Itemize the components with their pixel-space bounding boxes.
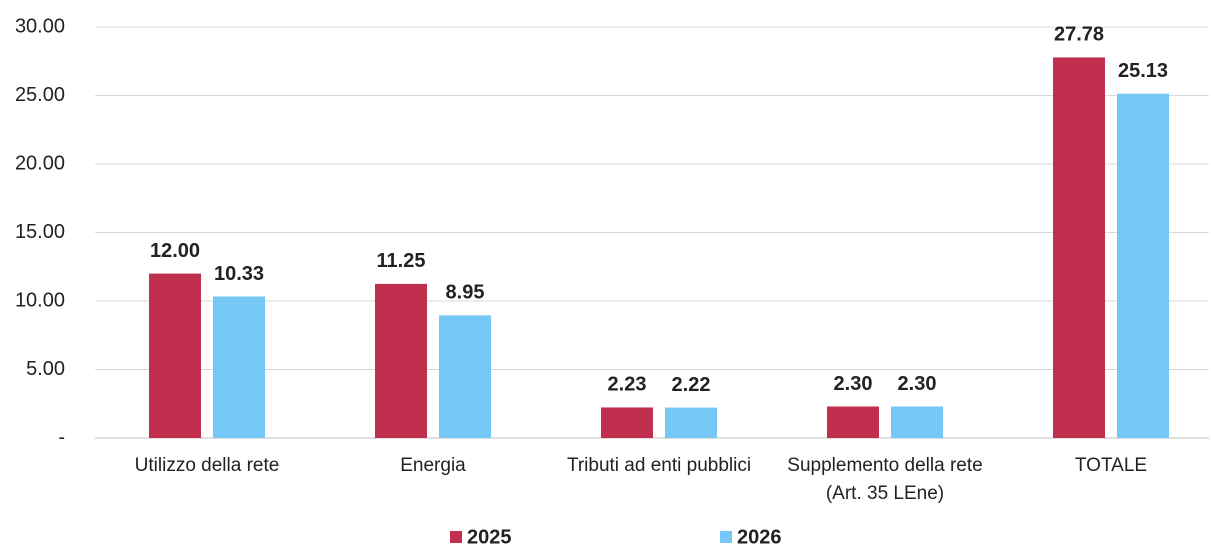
x-tick-label: TOTALE [1074, 455, 1148, 476]
bar [375, 283, 427, 438]
bar [149, 273, 201, 438]
x-tick-label: Utilizzo della rete [134, 455, 280, 476]
value-label: 25.13 [1118, 60, 1168, 82]
legend-swatch [720, 531, 732, 543]
value-label: 12.00 [150, 240, 200, 262]
y-tick-label: 25.00 [15, 84, 65, 106]
value-label: 2.30 [834, 373, 873, 395]
value-label: 2.30 [898, 373, 937, 395]
bar [665, 407, 717, 438]
value-label: 2.23 [608, 374, 647, 396]
legend-label: 2026 [737, 526, 782, 546]
bar [827, 406, 879, 438]
value-label: 10.33 [214, 263, 264, 285]
value-label: 2.22 [672, 374, 711, 396]
bar [891, 406, 943, 438]
y-tick-label: - [58, 426, 65, 448]
legend-label: 2025 [467, 526, 512, 546]
value-label: 27.78 [1054, 24, 1104, 46]
x-tick-label: Energia [400, 455, 466, 476]
legend-swatch [450, 531, 462, 543]
x-tick-label: Tributi ad enti pubblici [566, 455, 752, 476]
value-label: 8.95 [446, 282, 485, 304]
bar [1053, 57, 1105, 438]
bar [439, 315, 491, 438]
bar [1117, 93, 1169, 439]
y-tick-label: 15.00 [15, 221, 65, 243]
bar [601, 407, 653, 438]
y-tick-label: 30.00 [15, 15, 65, 37]
bar [213, 296, 265, 438]
y-tick-label: 5.00 [26, 358, 65, 380]
y-tick-label: 10.00 [15, 289, 65, 311]
value-label: 11.25 [377, 250, 426, 272]
x-tick-label: Supplemento della rete (Art. 35 LEne) [787, 455, 983, 504]
y-tick-label: 20.00 [15, 152, 65, 174]
